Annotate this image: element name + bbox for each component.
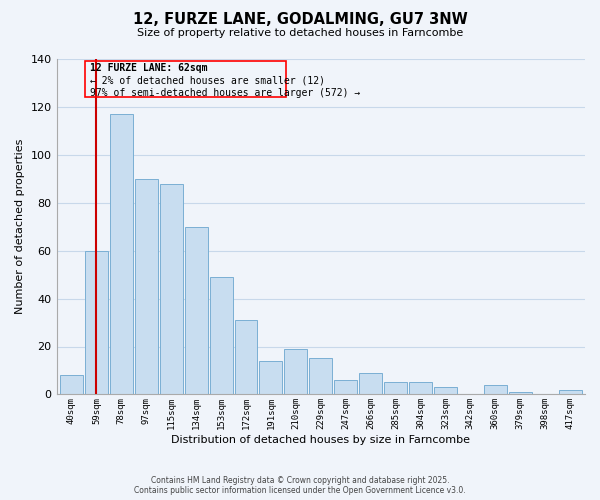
Bar	[384, 382, 407, 394]
Bar	[509, 392, 532, 394]
Text: 97% of semi-detached houses are larger (572) →: 97% of semi-detached houses are larger (…	[90, 88, 361, 98]
Text: 12, FURZE LANE, GODALMING, GU7 3NW: 12, FURZE LANE, GODALMING, GU7 3NW	[133, 12, 467, 28]
Bar	[160, 184, 182, 394]
Text: Size of property relative to detached houses in Farncombe: Size of property relative to detached ho…	[137, 28, 463, 38]
Bar	[185, 226, 208, 394]
Bar	[359, 373, 382, 394]
Bar	[559, 390, 581, 394]
Y-axis label: Number of detached properties: Number of detached properties	[15, 139, 25, 314]
Bar	[310, 358, 332, 394]
Text: 12 FURZE LANE: 62sqm: 12 FURZE LANE: 62sqm	[90, 62, 208, 72]
Bar	[110, 114, 133, 394]
X-axis label: Distribution of detached houses by size in Farncombe: Distribution of detached houses by size …	[171, 435, 470, 445]
Bar	[434, 387, 457, 394]
Bar	[484, 385, 507, 394]
Bar	[85, 250, 108, 394]
Bar	[259, 361, 283, 394]
Bar	[284, 349, 307, 395]
Bar	[334, 380, 357, 394]
Bar	[135, 179, 158, 394]
Bar	[409, 382, 432, 394]
Bar	[235, 320, 257, 394]
Text: Contains HM Land Registry data © Crown copyright and database right 2025.
Contai: Contains HM Land Registry data © Crown c…	[134, 476, 466, 495]
Bar	[85, 62, 286, 98]
Bar	[60, 375, 83, 394]
Text: ← 2% of detached houses are smaller (12): ← 2% of detached houses are smaller (12)	[90, 76, 325, 86]
Bar	[209, 277, 233, 394]
